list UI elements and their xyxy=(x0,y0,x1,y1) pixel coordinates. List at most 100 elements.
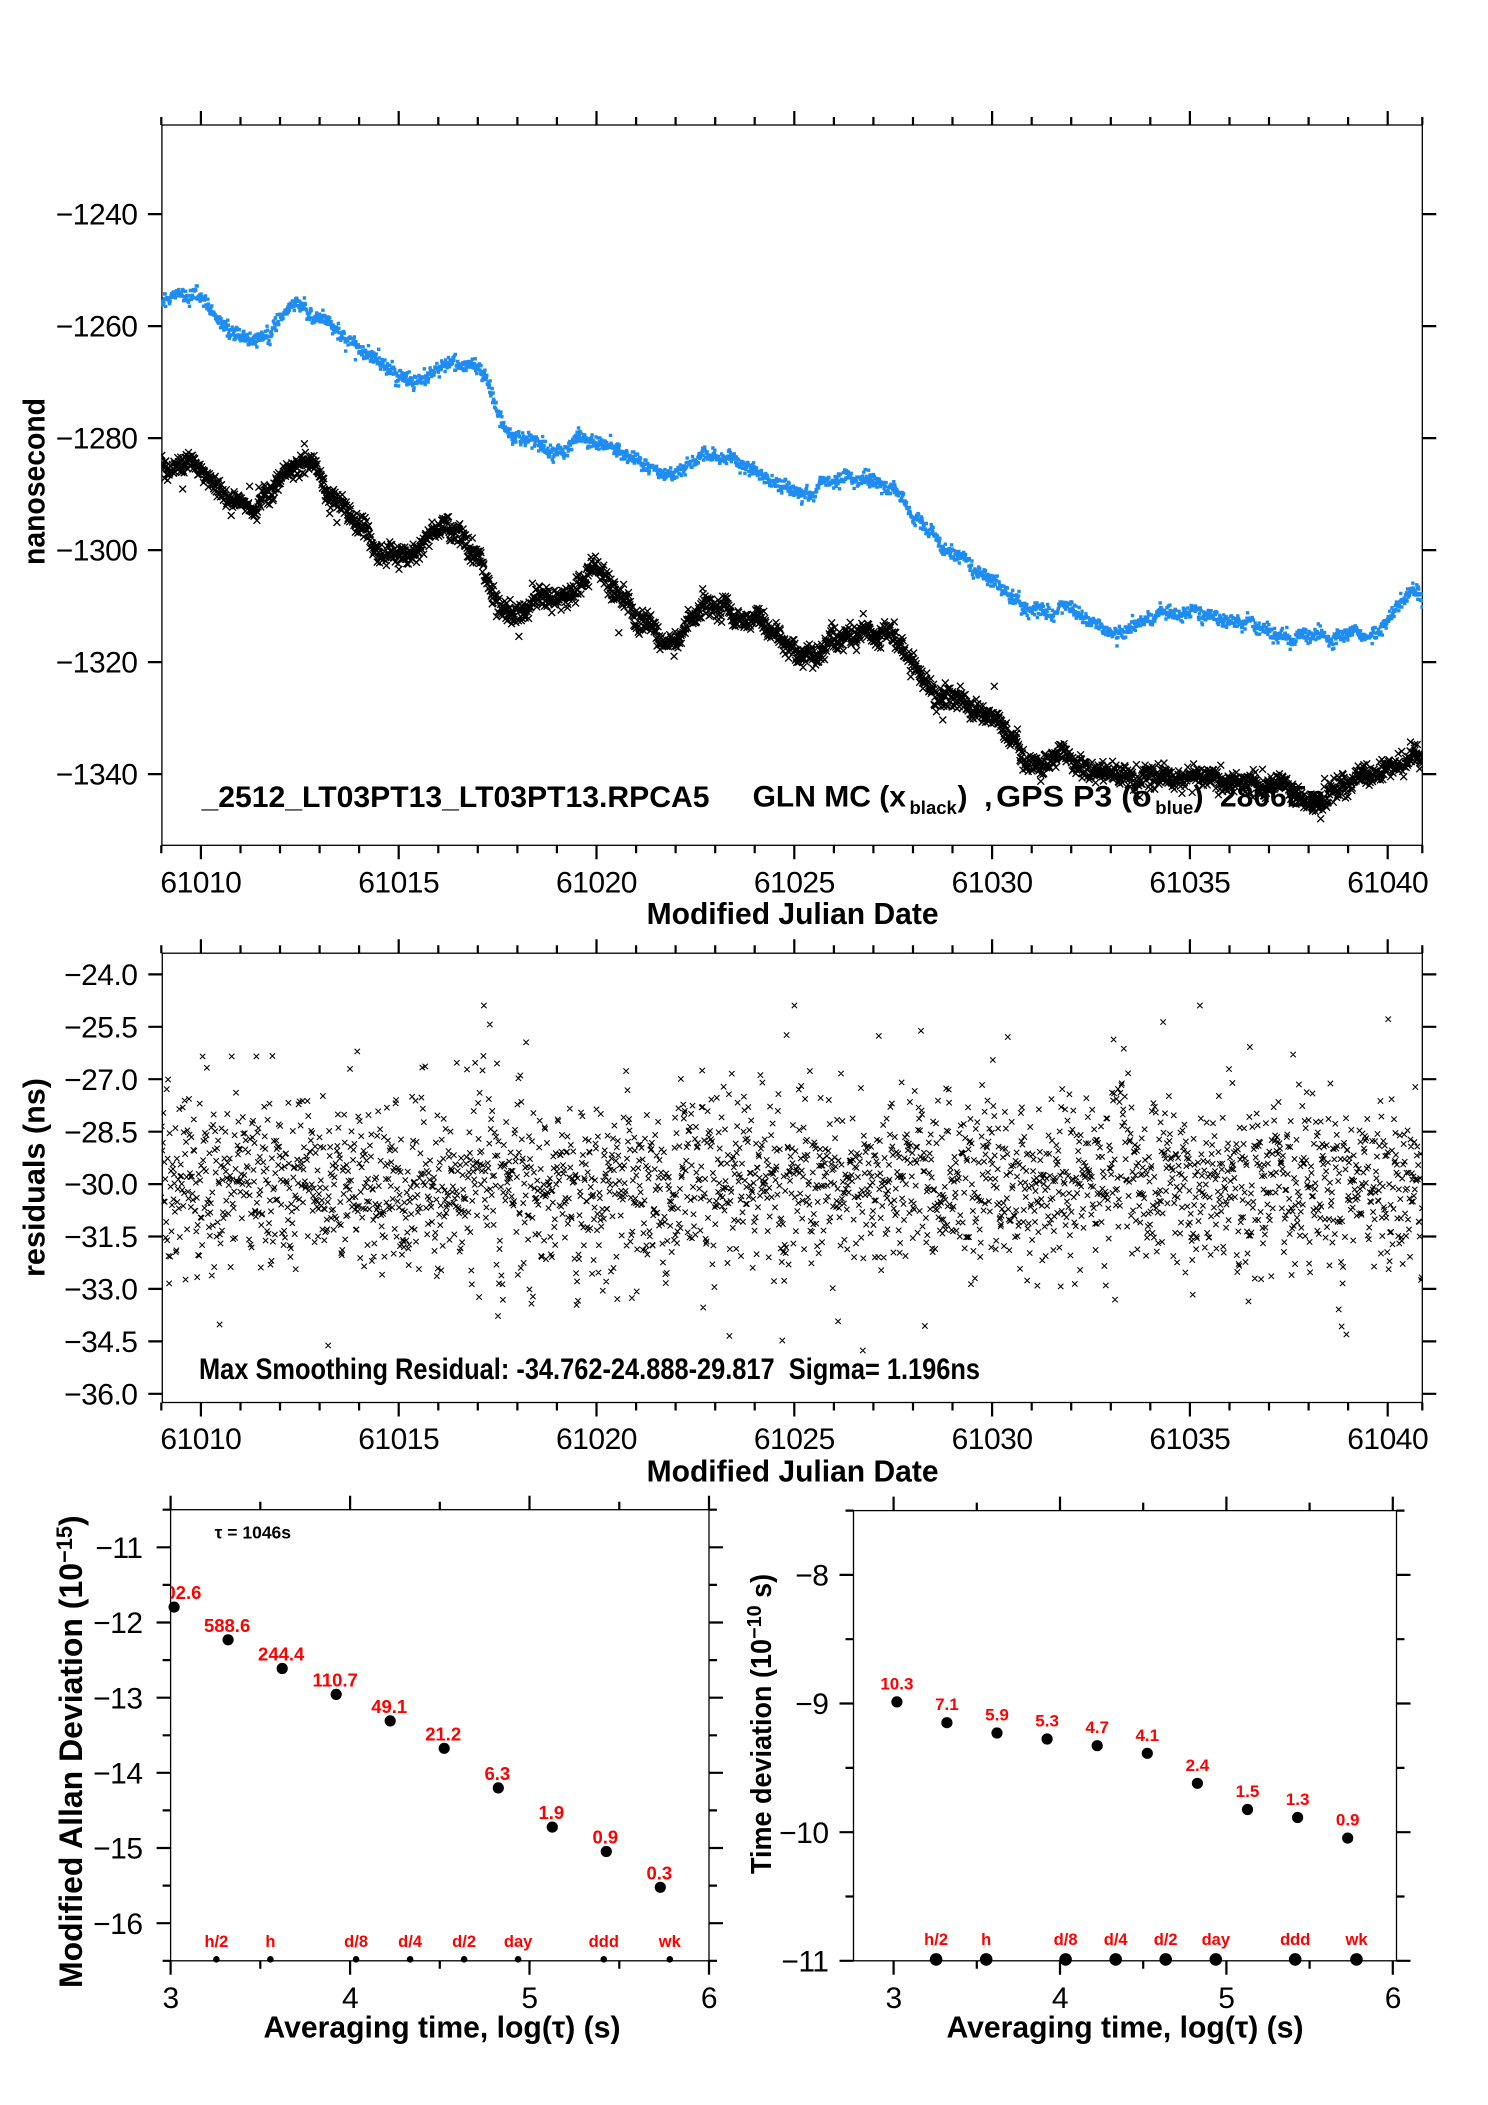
svg-text:4.7: 4.7 xyxy=(1085,1718,1109,1737)
svg-text:d/2: d/2 xyxy=(452,1933,476,1951)
svg-text:Modified Julian Date: Modified Julian Date xyxy=(647,896,939,931)
svg-text:5.3: 5.3 xyxy=(1035,1712,1059,1731)
svg-text:49.1: 49.1 xyxy=(371,1696,407,1717)
svg-text:4: 4 xyxy=(1052,1982,1068,2015)
svg-text:−1260: −1260 xyxy=(56,311,138,344)
svg-text:): ) xyxy=(1194,781,1204,814)
svg-text:−28.5: −28.5 xyxy=(64,1116,137,1149)
svg-text:d/2: d/2 xyxy=(1154,1931,1178,1949)
svg-text:244.4: 244.4 xyxy=(258,1644,305,1665)
svg-text:61040: 61040 xyxy=(1347,867,1428,900)
svg-text:−1340: −1340 xyxy=(56,759,138,792)
svg-text:61010: 61010 xyxy=(160,867,241,900)
svg-text:−11: −11 xyxy=(95,1532,142,1565)
svg-text:21.2: 21.2 xyxy=(425,1723,461,1744)
svg-text:blue: blue xyxy=(1155,797,1193,818)
svg-text:ddd: ddd xyxy=(589,1933,619,1951)
svg-text:5.9: 5.9 xyxy=(985,1706,1009,1725)
svg-text:d/4: d/4 xyxy=(398,1933,423,1951)
svg-text:4.1: 4.1 xyxy=(1135,1726,1159,1745)
svg-text:−1320: −1320 xyxy=(56,647,138,680)
svg-text:s): s) xyxy=(746,1574,778,1606)
svg-text:−14: −14 xyxy=(93,1757,142,1790)
svg-text:61020: 61020 xyxy=(556,1423,637,1456)
svg-text:588.6: 588.6 xyxy=(204,1615,250,1636)
svg-text:61035: 61035 xyxy=(1149,867,1230,900)
svg-text:6: 6 xyxy=(1385,1982,1401,2015)
svg-text:−1280: −1280 xyxy=(56,423,138,456)
svg-text:−15: −15 xyxy=(52,1526,77,1563)
svg-text:) ,: ) , xyxy=(958,781,993,814)
svg-text:−10: −10 xyxy=(779,1817,828,1850)
svg-text:61010: 61010 xyxy=(160,1423,241,1456)
svg-text:nanosecond: nanosecond xyxy=(17,398,52,565)
svg-text:GLN MC (x: GLN MC (x xyxy=(753,781,907,814)
svg-text:−1240: −1240 xyxy=(56,199,138,232)
svg-text:ddd: ddd xyxy=(1280,1931,1310,1949)
svg-text:Modified Julian Date: Modified Julian Date xyxy=(647,1453,939,1488)
svg-text:−24.0: −24.0 xyxy=(64,959,137,992)
svg-text:_2512_LT03PT13_LT03PT13.RPCA5: _2512_LT03PT13_LT03PT13.RPCA5 xyxy=(200,781,709,814)
svg-text:−36.0: −36.0 xyxy=(64,1378,137,1411)
svg-text:day: day xyxy=(1202,1931,1231,1949)
svg-text:d/8: d/8 xyxy=(1054,1931,1078,1949)
svg-text:Max Smoothing Residual: -34.76: Max Smoothing Residual: -34.762-24.888-2… xyxy=(199,1353,980,1386)
svg-text:Modified Allan Deviation (10: Modified Allan Deviation (10 xyxy=(53,1563,89,1988)
svg-text:residuals (ns): residuals (ns) xyxy=(17,1078,52,1277)
svg-text:−25.5: −25.5 xyxy=(64,1011,137,1044)
svg-text:6: 6 xyxy=(701,1982,717,2015)
svg-text:1.3: 1.3 xyxy=(1286,1790,1310,1809)
svg-text:−31.5: −31.5 xyxy=(64,1221,137,1254)
svg-text:61030: 61030 xyxy=(952,867,1033,900)
svg-text:−30.0: −30.0 xyxy=(64,1169,137,1202)
svg-text:−16: −16 xyxy=(93,1908,142,1941)
svg-text:3: 3 xyxy=(163,1982,179,2015)
svg-text:61015: 61015 xyxy=(358,867,439,900)
svg-text:Averaging time, log(τ) (s): Averaging time, log(τ) (s) xyxy=(264,2010,621,2045)
svg-text:−11: −11 xyxy=(781,1945,828,1978)
svg-text:61035: 61035 xyxy=(1149,1423,1230,1456)
svg-text:−33.0: −33.0 xyxy=(64,1274,137,1307)
svg-text:h: h xyxy=(265,1933,275,1951)
svg-text:−34.5: −34.5 xyxy=(64,1326,137,1359)
svg-text:5: 5 xyxy=(1218,1982,1234,2015)
svg-text:black: black xyxy=(910,797,958,818)
svg-text:6.3: 6.3 xyxy=(484,1763,510,1784)
svg-text:4: 4 xyxy=(342,1982,358,2015)
svg-text:Averaging time, log(τ) (s): Averaging time, log(τ) (s) xyxy=(947,2010,1304,2045)
svg-text:h: h xyxy=(981,1931,991,1949)
svg-text:61025: 61025 xyxy=(754,867,835,900)
svg-text:3: 3 xyxy=(886,1982,902,2015)
svg-text:d/4: d/4 xyxy=(1104,1931,1129,1949)
svg-text:h/2: h/2 xyxy=(924,1931,948,1949)
svg-text:−8: −8 xyxy=(795,1560,828,1593)
svg-text:0.3: 0.3 xyxy=(646,1862,672,1883)
svg-text:110.7: 110.7 xyxy=(313,1669,358,1690)
svg-text:61020: 61020 xyxy=(556,867,637,900)
svg-text:7.1: 7.1 xyxy=(935,1695,959,1714)
svg-text:0.9: 0.9 xyxy=(592,1827,618,1848)
svg-text:τ = 1046s: τ = 1046s xyxy=(215,1522,292,1542)
svg-text:−9: −9 xyxy=(795,1688,828,1721)
svg-text:): ) xyxy=(53,1515,89,1526)
svg-text:Time deviation (10: Time deviation (10 xyxy=(746,1639,778,1874)
svg-text:−1300: −1300 xyxy=(56,535,138,568)
svg-text:wk: wk xyxy=(658,1933,682,1951)
svg-text:−13: −13 xyxy=(93,1682,142,1715)
svg-text:61025: 61025 xyxy=(754,1423,835,1456)
svg-text:1.5: 1.5 xyxy=(1236,1782,1260,1801)
svg-text:−10: −10 xyxy=(744,1605,766,1639)
svg-text:1602.6: 1602.6 xyxy=(145,1582,202,1603)
svg-text:10.3: 10.3 xyxy=(880,1674,913,1693)
svg-text:h/2: h/2 xyxy=(204,1933,228,1951)
svg-text:61030: 61030 xyxy=(952,1423,1033,1456)
svg-text:day: day xyxy=(504,1933,533,1951)
svg-text:−15: −15 xyxy=(93,1833,142,1866)
svg-text:−12: −12 xyxy=(93,1607,142,1640)
svg-text:61015: 61015 xyxy=(358,1423,439,1456)
svg-text:2.4: 2.4 xyxy=(1186,1756,1210,1775)
svg-text:d/8: d/8 xyxy=(344,1933,368,1951)
svg-text:wk: wk xyxy=(1344,1931,1368,1949)
svg-text:5: 5 xyxy=(521,1982,537,2015)
svg-text:0.9: 0.9 xyxy=(1336,1811,1360,1830)
